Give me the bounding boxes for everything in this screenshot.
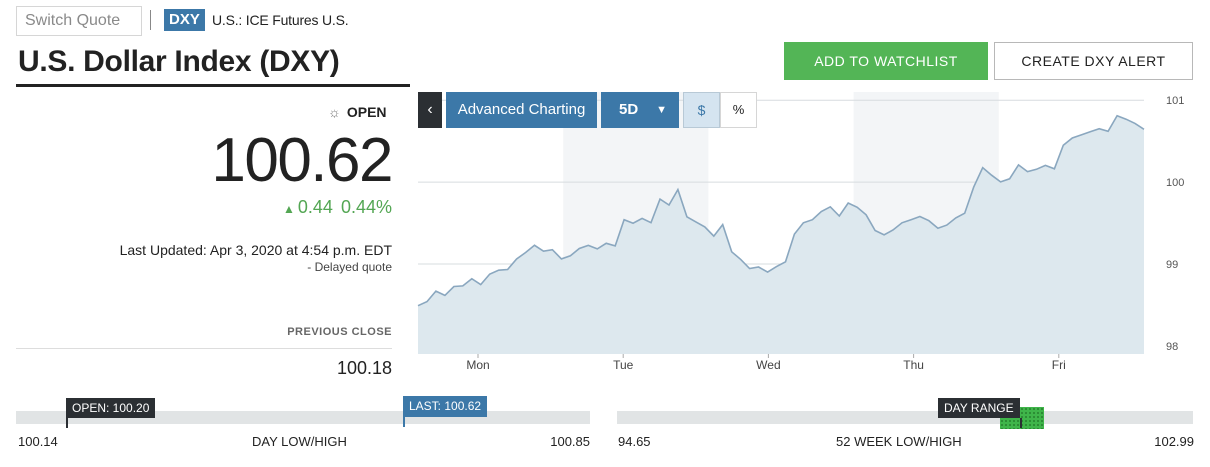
chevron-left-icon[interactable]: ‹ — [418, 92, 442, 128]
day-low-value: 100.14 — [18, 434, 58, 449]
market-status: ☼ OPEN — [328, 104, 387, 120]
x-tick-label: Thu — [903, 358, 924, 372]
y-tick-label: 99 — [1166, 259, 1178, 271]
exchange-label: U.S.: ICE Futures U.S. — [212, 12, 349, 28]
change-percent: 0.44% — [340, 197, 392, 217]
ticker-badge: DXY — [164, 9, 205, 31]
previous-close-label: PREVIOUS CLOSE — [287, 326, 392, 338]
range-select[interactable]: 5D ▼ — [601, 92, 679, 128]
x-tick-label: Fri — [1052, 358, 1066, 372]
week52-day-range-marker — [1020, 418, 1022, 428]
week52-day-range-tag: DAY RANGE — [938, 398, 1020, 418]
title-underline — [16, 84, 410, 87]
market-status-label: OPEN — [346, 104, 387, 120]
advanced-charting-button[interactable]: Advanced Charting — [446, 92, 597, 128]
week52-range-track — [617, 411, 1193, 424]
week52-low-value: 94.65 — [618, 434, 651, 449]
last-updated: Last Updated: Apr 3, 2020 at 4:54 p.m. E… — [119, 242, 392, 258]
change-value: 0.44 — [297, 197, 333, 217]
x-tick-label: Mon — [466, 358, 489, 372]
week52-high-value: 102.99 — [1154, 434, 1194, 449]
price-change: ▲ 0.44 0.44% — [283, 197, 392, 218]
day-last-marker — [403, 417, 405, 427]
up-arrow-icon: ▲ — [283, 202, 295, 216]
y-tick-label: 101 — [1166, 95, 1184, 107]
price-chart[interactable]: 98 99 100 101 Mon Tue Wed Thu Fri — [416, 84, 1196, 384]
dollar-toggle[interactable]: $ — [683, 92, 720, 128]
previous-close-value: 100.18 — [336, 358, 392, 378]
price-line — [417, 114, 1145, 307]
week52-range-caption: 52 WEEK LOW/HIGH — [836, 434, 962, 449]
day-high-value: 100.85 — [550, 434, 590, 449]
x-tick-label: Tue — [613, 358, 634, 372]
create-alert-button[interactable]: CREATE DXY ALERT — [994, 42, 1193, 80]
delayed-note: - Delayed quote — [307, 260, 392, 274]
percent-toggle[interactable]: % — [720, 92, 757, 128]
day-open-tag: OPEN: 100.20 — [66, 398, 156, 418]
add-to-watchlist-button[interactable]: ADD TO WATCHLIST — [784, 42, 988, 80]
caret-down-icon: ▼ — [656, 104, 667, 116]
page-title: U.S. Dollar Index (DXY) — [18, 45, 340, 78]
range-select-value: 5D — [619, 101, 639, 118]
header-separator — [150, 10, 151, 30]
x-tick-label: Wed — [756, 358, 780, 372]
switch-quote-input[interactable]: Switch Quote — [16, 6, 142, 36]
y-tick-label: 100 — [1166, 177, 1184, 189]
previous-close-divider — [16, 348, 392, 349]
day-last-tag: LAST: 100.62 — [403, 396, 488, 417]
price-area — [418, 115, 1144, 354]
y-tick-label: 98 — [1166, 341, 1178, 353]
last-price: 100.62 — [211, 126, 393, 195]
day-range-caption: DAY LOW/HIGH — [252, 434, 347, 449]
sun-icon: ☼ — [328, 104, 341, 120]
day-open-marker — [66, 418, 68, 428]
